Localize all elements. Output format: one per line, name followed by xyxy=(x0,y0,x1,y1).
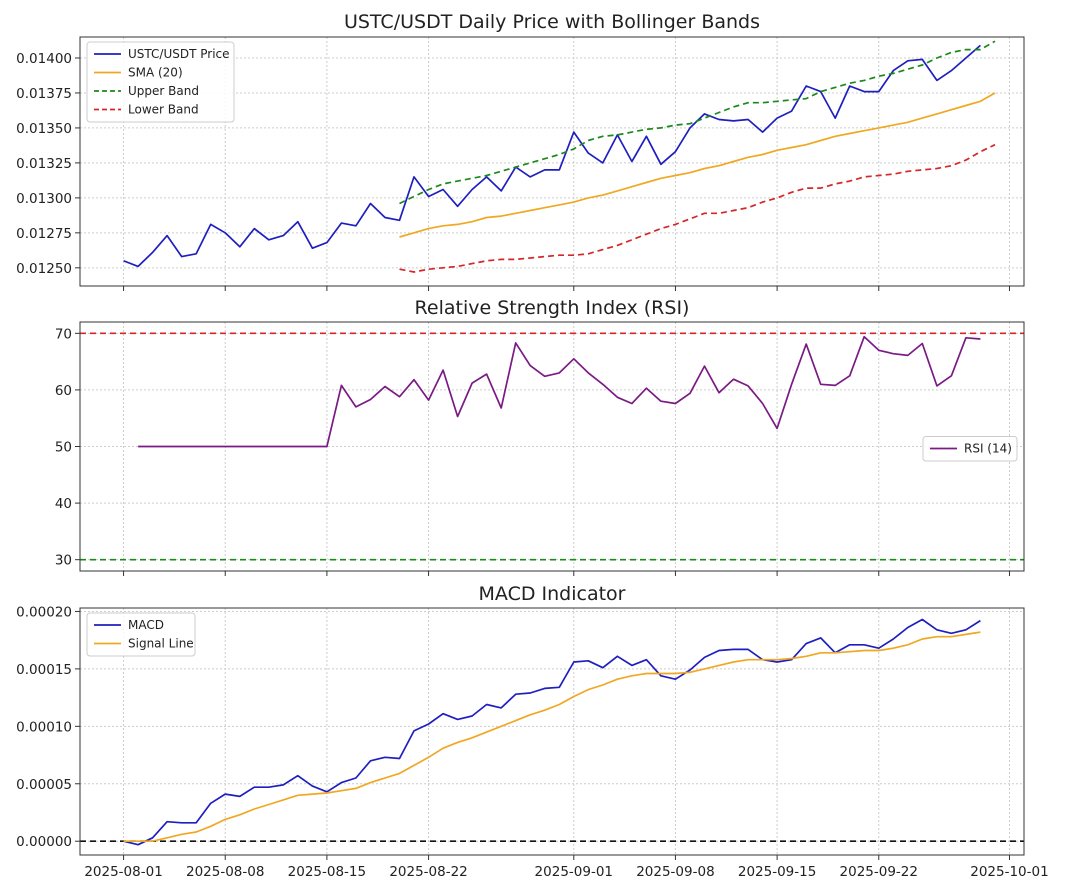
y-tick-label: 40 xyxy=(55,496,72,512)
series-line-sma xyxy=(399,92,996,238)
x-tick-label: 2025-10-01 xyxy=(970,864,1048,880)
rsi-y-ticks: 30 40 50 60 70 xyxy=(55,326,80,569)
x-tick-label: 2025-09-01 xyxy=(535,864,613,880)
price-panel: USTC/USDT Daily Price with Bollinger Ban… xyxy=(16,11,1025,291)
legend-label-lower: Lower Band xyxy=(128,103,199,117)
y-tick-label: 0.00015 xyxy=(16,662,72,678)
series-line-upper xyxy=(399,40,996,205)
x-tick-label: 2025-08-08 xyxy=(186,864,264,880)
x-tick-label: 2025-09-08 xyxy=(636,864,714,880)
legend-box xyxy=(86,41,235,123)
macd-panel: MACD Indicator 0.000000.000050.000100.00… xyxy=(16,583,1049,880)
y-tick-label: 0.01250 xyxy=(16,261,72,277)
y-tick-label: 0.00010 xyxy=(16,719,72,735)
rsi-legend: RSI (14) xyxy=(922,436,1018,462)
legend-label-macd: MACD xyxy=(128,618,164,632)
legend-label-signal: Signal Line xyxy=(128,637,194,651)
y-tick-label: 0.01300 xyxy=(16,191,72,207)
price-panel-title: USTC/USDT Daily Price with Bollinger Ban… xyxy=(344,11,760,33)
legend-label-price: USTC/USDT Price xyxy=(128,47,230,61)
price-series-lines xyxy=(123,40,996,273)
rsi-x-tick-marks xyxy=(123,571,1010,576)
y-tick-label: 30 xyxy=(55,553,72,569)
y-tick-label: 0.01325 xyxy=(16,156,72,172)
x-tick-label: 2025-08-01 xyxy=(84,864,162,880)
macd-legend: MACD Signal Line xyxy=(86,612,196,657)
x-axis-date-ticks: 2025-08-01 2025-08-08 2025-08-15 2025-08-22… xyxy=(84,864,1048,880)
y-tick-label: 0.00000 xyxy=(16,834,72,850)
rsi-series-lines xyxy=(138,335,981,448)
legend-label-rsi: RSI (14) xyxy=(964,442,1012,456)
series-line-rsi xyxy=(138,335,981,448)
price-legend: USTC/USDT Price SMA (20) Upper Band Lower B… xyxy=(86,41,235,123)
legend-box xyxy=(922,436,1018,462)
x-tick-label: 2025-09-22 xyxy=(840,864,918,880)
macd-plot-frame xyxy=(79,607,1025,856)
y-tick-label: 0.01375 xyxy=(16,86,72,102)
series-line-price xyxy=(123,44,981,268)
x-tick-label: 2025-08-15 xyxy=(288,864,366,880)
y-tick-label: 0.01275 xyxy=(16,226,72,242)
series-line-macd xyxy=(123,618,981,846)
y-tick-label: 0.00005 xyxy=(16,777,72,793)
y-tick-label: 0.01350 xyxy=(16,121,72,137)
macd-series-lines xyxy=(123,618,981,846)
rsi-panel: Relative Strength Index (RSI) 30 40 50 60 70… xyxy=(55,297,1025,576)
price-x-tick-marks xyxy=(123,286,1010,291)
price-plot-frame xyxy=(79,36,1025,287)
y-tick-label: 60 xyxy=(55,383,72,399)
rsi-panel-title: Relative Strength Index (RSI) xyxy=(415,297,690,319)
series-line-signal xyxy=(123,631,981,843)
legend-label-upper: Upper Band xyxy=(128,84,199,98)
macd-x-tick-marks xyxy=(123,855,1010,860)
y-tick-label: 0.01400 xyxy=(16,51,72,67)
price-y-ticks: 0.01250 0.01275 0.01300 0.01325 0.01350 0.013… xyxy=(16,51,80,277)
y-tick-label: 50 xyxy=(55,440,72,456)
rsi-reference-lines xyxy=(80,332,1024,561)
y-tick-label: 70 xyxy=(55,326,72,342)
legend-label-sma: SMA (20) xyxy=(128,66,183,80)
series-line-lower xyxy=(399,143,996,273)
macd-panel-title: MACD Indicator xyxy=(479,583,626,605)
y-tick-label: 0.00020 xyxy=(16,604,72,620)
macd-y-ticks: 0.00000 0.00005 0.00010 0.00015 0.00020 xyxy=(16,604,80,850)
legend-box xyxy=(86,612,196,657)
x-tick-label: 2025-08-22 xyxy=(389,864,467,880)
x-tick-label: 2025-09-15 xyxy=(738,864,816,880)
